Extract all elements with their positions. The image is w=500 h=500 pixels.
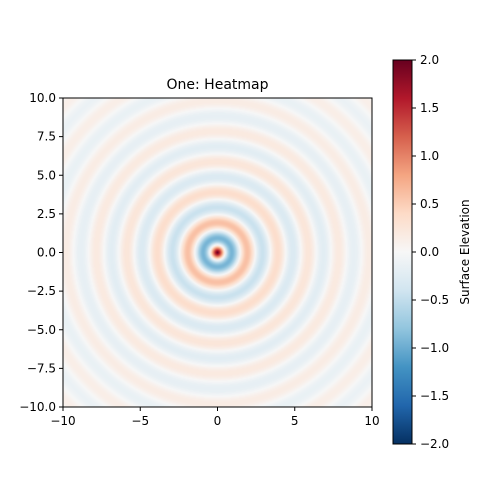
y-tick-label: 5.0: [37, 168, 56, 182]
y-tick-label: −10.0: [19, 400, 56, 414]
heatmap-image: [63, 98, 372, 407]
chart-title: One: Heatmap: [167, 77, 269, 93]
colorbar-tick-label: −0.5: [420, 293, 449, 307]
y-tick-label: 10.0: [29, 91, 56, 105]
y-tick-label: 2.5: [37, 207, 56, 221]
y-axis-ticks: 10.0 7.5 5.0 2.5 0.0 −2.5 −5.0 −7.5 −10.0: [19, 91, 63, 414]
y-tick-label: −5.0: [27, 323, 56, 337]
colorbar-tick-label: 1.0: [420, 149, 439, 163]
colorbar-tick-label: −2.0: [420, 437, 449, 451]
colorbar-tick-label: −1.5: [420, 389, 449, 403]
colorbar-tick-label: 0.5: [420, 197, 439, 211]
x-tick-label: 0: [214, 414, 222, 428]
x-tick-label: −10: [50, 414, 75, 428]
colorbar-label: Surface Elevation: [458, 199, 472, 304]
x-tick-label: 5: [291, 414, 299, 428]
colorbar-ticks: 2.0 1.5 1.0 0.5 0.0 −0.5 −1.0 −1.5 −2.0: [412, 53, 449, 451]
colorbar: [392, 59, 413, 445]
x-tick-label: −5: [131, 414, 149, 428]
colorbar-tick-label: 2.0: [420, 53, 439, 67]
y-tick-label: −7.5: [27, 361, 56, 375]
x-tick-label: 10: [364, 414, 379, 428]
y-tick-label: 0.0: [37, 246, 56, 260]
y-tick-label: 7.5: [37, 130, 56, 144]
colorbar-tick-label: 0.0: [420, 245, 439, 259]
y-tick-label: −2.5: [27, 284, 56, 298]
colorbar-tick-label: −1.0: [420, 341, 449, 355]
colorbar-tick-label: 1.5: [420, 101, 439, 115]
x-axis-ticks: −10 −5 0 5 10: [50, 407, 380, 428]
